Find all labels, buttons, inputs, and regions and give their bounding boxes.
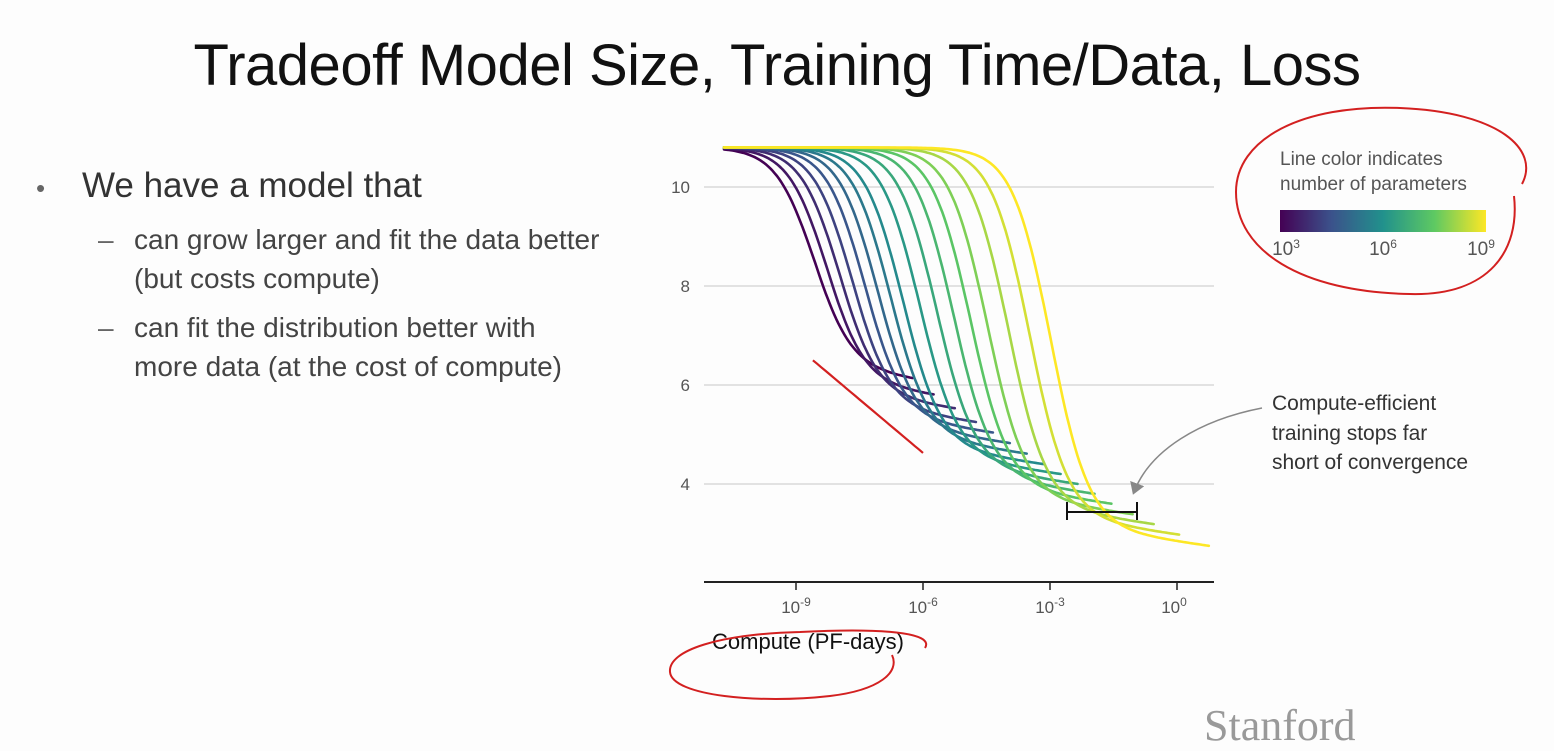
- bullet-item: • We have a model that: [36, 166, 636, 210]
- legend-colorbar: [1280, 210, 1486, 232]
- sub-bullet-text: can grow larger and fit the data better …: [134, 224, 600, 294]
- legend-title-line: number of parameters: [1280, 174, 1467, 195]
- series-line: [722, 146, 995, 434]
- annotation-line: short of convergence: [1272, 451, 1468, 474]
- bullet-list: • We have a model that – can grow larger…: [36, 166, 636, 386]
- sub-bullet-text: can fit the distribution better with mor…: [134, 312, 562, 382]
- loss-vs-compute-chart: 10 8 6 4 10-9 10-6 10-3 100 Compute (PF-…: [668, 106, 1528, 700]
- sub-bullet-dash: –: [98, 312, 114, 343]
- sub-bullet-item: – can fit the distribution better with m…: [98, 308, 636, 386]
- legend-label: 103: [1272, 237, 1300, 260]
- x-tick-label: 10-6: [908, 595, 938, 617]
- legend: Line color indicates number of parameter…: [1234, 106, 1528, 296]
- series-line: [722, 146, 1134, 516]
- y-tick-label: 6: [681, 376, 690, 395]
- series-line: [722, 146, 1211, 548]
- bullet-text: We have a model that: [82, 166, 422, 205]
- x-axis-annotation-circle: [668, 629, 928, 700]
- slide-title: Tradeoff Model Size, Training Time/Data,…: [193, 33, 1361, 98]
- series-line: [722, 146, 1062, 476]
- legend-title-line: Line color indicates: [1280, 149, 1443, 170]
- sub-bullet-item: – can grow larger and fit the data bette…: [98, 220, 636, 298]
- y-tick-label: 8: [681, 277, 690, 296]
- frontier-group: [812, 359, 924, 454]
- x-axis-title: Compute (PF-days): [712, 629, 904, 654]
- annotation-line: training stops far: [1272, 422, 1427, 445]
- legend-annotation-circle: [1234, 106, 1528, 296]
- x-tick-label: 10-9: [781, 595, 811, 617]
- series-line: [722, 148, 914, 380]
- x-tick-label: 10-3: [1035, 595, 1065, 617]
- convergence-annotation: Compute-efficient training stops far sho…: [1066, 392, 1468, 520]
- frontier-line: [812, 359, 924, 454]
- annotation-arrow: [1130, 407, 1263, 495]
- sub-bullet-dash: –: [98, 224, 114, 255]
- y-tick-label: 10: [671, 178, 690, 197]
- y-tick-label: 4: [681, 475, 690, 494]
- grid-lines: [704, 186, 1214, 485]
- series-line: [722, 146, 1113, 506]
- legend-label: 109: [1467, 237, 1495, 260]
- x-tick-label: 100: [1161, 595, 1187, 617]
- annotation-line: Compute-efficient: [1272, 392, 1436, 415]
- stanford-logo: Stanford: [1204, 701, 1356, 750]
- axes-group: [704, 581, 1214, 590]
- series-group: [722, 146, 1211, 548]
- series-line: [722, 146, 978, 424]
- legend-label: 106: [1369, 237, 1397, 260]
- convergence-bracket: [1066, 502, 1138, 520]
- bullet-dot: •: [36, 173, 46, 203]
